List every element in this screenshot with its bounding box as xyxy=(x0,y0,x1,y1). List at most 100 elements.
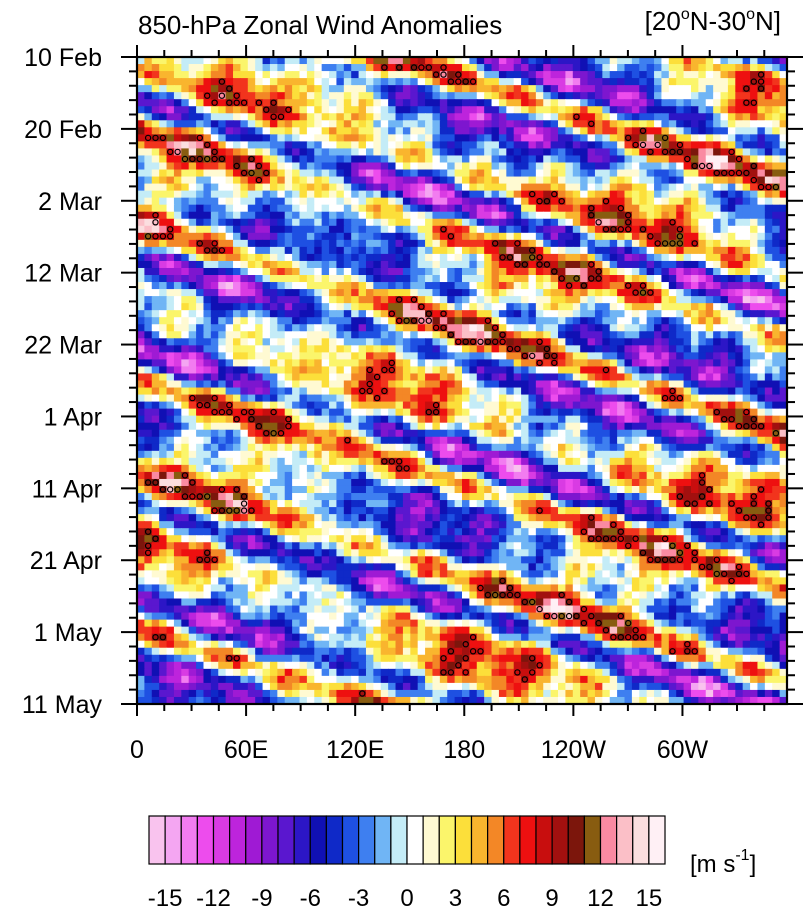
field-cell xyxy=(388,310,397,318)
field-cell xyxy=(558,204,567,213)
field-cell xyxy=(558,408,567,417)
field-cell xyxy=(742,155,751,164)
field-cell xyxy=(624,443,633,452)
field-cell xyxy=(668,408,677,417)
field-cell xyxy=(617,331,626,339)
field-cell xyxy=(432,352,441,360)
field-cell xyxy=(247,239,256,248)
field-cell xyxy=(203,373,212,382)
field-cell xyxy=(314,85,323,93)
field-cell xyxy=(410,331,419,339)
field-cell xyxy=(764,71,773,79)
field-cell xyxy=(609,85,618,93)
field-cell xyxy=(720,387,729,396)
field-cell xyxy=(565,324,574,332)
field-cell xyxy=(454,162,463,171)
field-cell xyxy=(284,359,293,368)
field-cell xyxy=(772,443,781,452)
field-cell xyxy=(609,267,618,276)
field-cell xyxy=(299,429,308,438)
field-cell xyxy=(528,352,537,360)
field-cell xyxy=(646,85,655,93)
field-cell xyxy=(417,232,426,241)
field-cell xyxy=(698,352,707,360)
field-cell xyxy=(314,436,323,445)
field-cell xyxy=(166,155,175,164)
field-cell xyxy=(218,155,227,164)
field-cell xyxy=(462,85,470,93)
field-cell xyxy=(210,197,219,206)
field-cell xyxy=(210,303,219,311)
field-cell xyxy=(314,78,323,86)
field-cell xyxy=(631,450,640,459)
field-cell xyxy=(543,141,552,150)
field-cell xyxy=(343,190,352,199)
field-cell xyxy=(690,429,699,438)
field-cell xyxy=(329,183,338,192)
field-cell xyxy=(469,338,478,346)
field-cell xyxy=(225,289,234,297)
field-cell xyxy=(410,148,419,157)
field-cell xyxy=(365,394,374,403)
field-cell xyxy=(690,78,699,86)
field-cell xyxy=(210,275,219,283)
field-cell xyxy=(683,71,692,79)
field-cell xyxy=(580,127,589,135)
field-cell xyxy=(203,253,212,262)
field-cell xyxy=(365,85,374,93)
field-cell xyxy=(698,345,707,353)
field-cell xyxy=(365,78,374,86)
field-cell xyxy=(292,450,301,459)
field-cell xyxy=(144,162,153,171)
field-cell xyxy=(469,141,478,150)
field-cell xyxy=(705,141,714,150)
field-cell xyxy=(277,113,286,121)
field-cell xyxy=(233,429,242,438)
field-cell xyxy=(690,253,699,262)
field-cell xyxy=(262,141,271,150)
field-cell xyxy=(388,387,397,396)
field-cell xyxy=(476,359,485,368)
field-cell xyxy=(639,282,648,290)
field-cell xyxy=(233,260,242,269)
field-cell xyxy=(358,204,367,213)
field-cell xyxy=(255,92,264,100)
field-cell xyxy=(417,204,426,213)
field-cell xyxy=(535,450,544,459)
field-cell xyxy=(550,85,559,93)
field-cell xyxy=(535,253,544,262)
field-cell xyxy=(365,401,374,410)
field-cell xyxy=(772,303,781,311)
field-cell xyxy=(498,317,507,325)
field-cell xyxy=(196,296,205,304)
field-cell xyxy=(218,373,227,382)
field-cell xyxy=(173,352,182,360)
field-cell xyxy=(594,183,603,192)
field-cell xyxy=(654,429,663,438)
field-cell xyxy=(292,282,301,290)
field-cell xyxy=(247,387,256,396)
field-cell xyxy=(491,324,500,332)
field-cell xyxy=(587,253,596,262)
field-cell xyxy=(373,415,382,424)
field-cell xyxy=(402,197,411,206)
field-cell xyxy=(299,436,308,445)
field-cell xyxy=(713,443,722,452)
field-cell xyxy=(225,204,234,213)
field-cell xyxy=(181,373,190,382)
field-cell xyxy=(159,113,168,121)
field-cell xyxy=(572,366,581,375)
field-cell xyxy=(631,373,640,382)
field-cell xyxy=(173,183,182,192)
field-cell xyxy=(203,380,212,389)
field-cell xyxy=(498,429,507,438)
field-cell xyxy=(343,197,352,206)
field-cell xyxy=(594,289,603,297)
field-cell xyxy=(513,303,522,311)
field-cell xyxy=(543,282,552,290)
field-cell xyxy=(395,296,404,304)
field-cell xyxy=(188,338,197,346)
field-cell xyxy=(358,127,367,135)
field-cell xyxy=(639,225,648,234)
field-cell xyxy=(713,148,722,157)
